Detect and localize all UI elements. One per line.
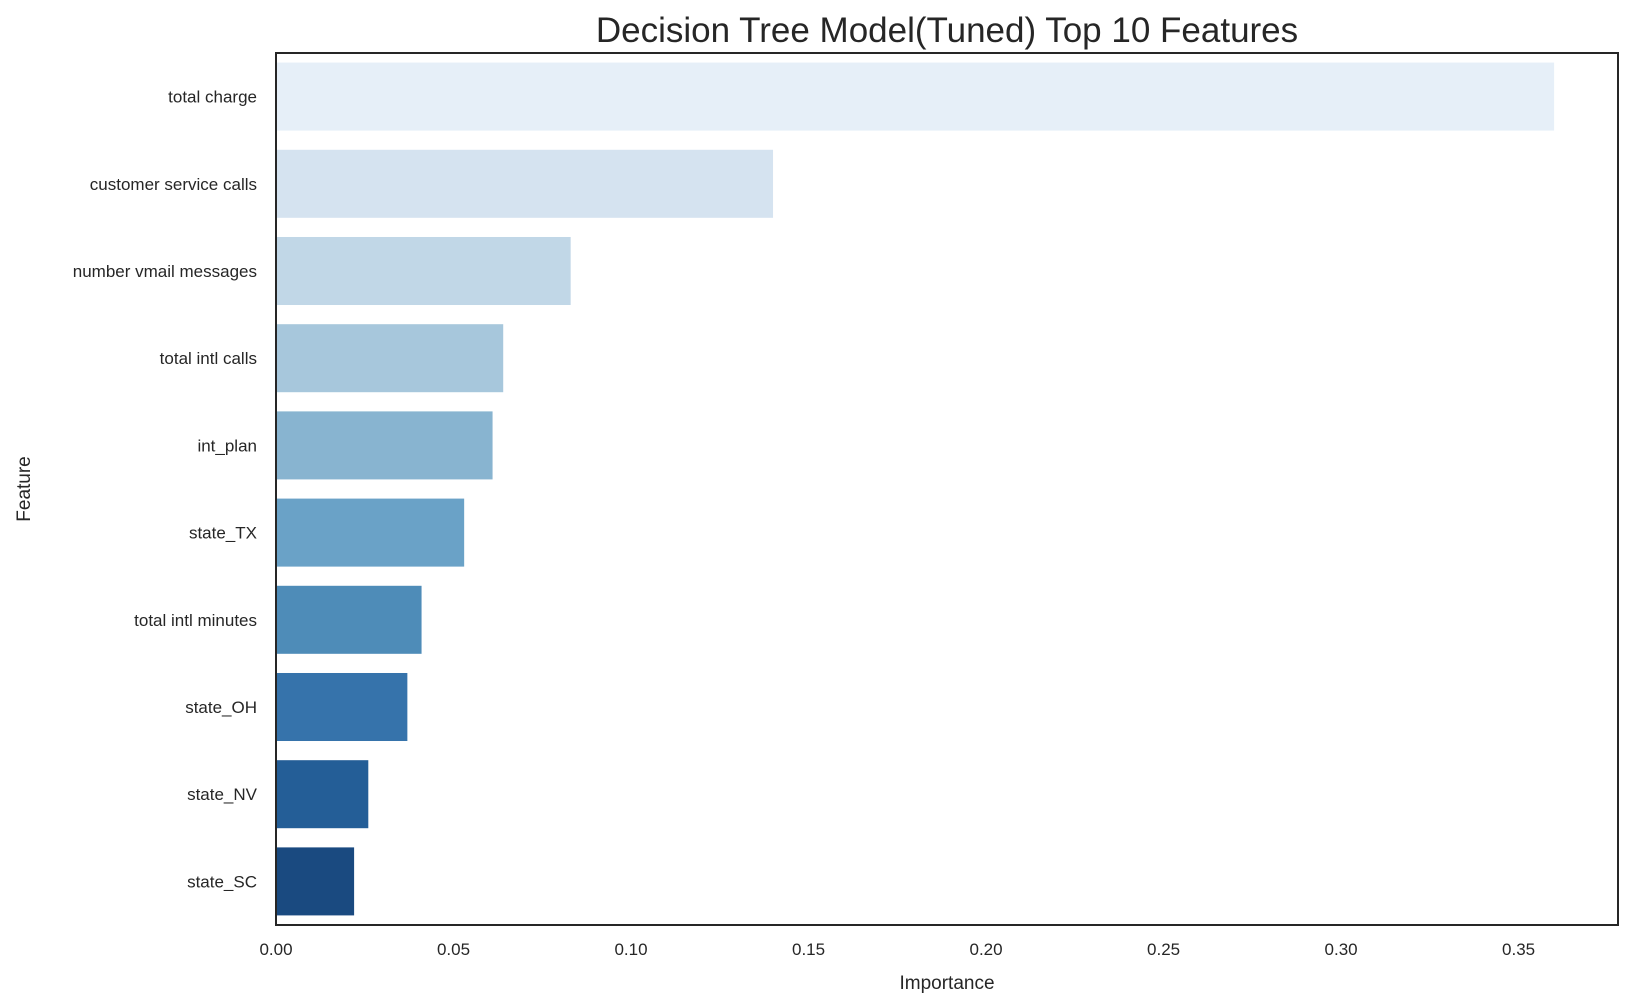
x-tick-label: 0.15 [792, 940, 825, 959]
bar-state-sc [276, 847, 355, 916]
plot-frame [275, 52, 1619, 926]
x-tick-labels: 0.00 0.05 0.10 0.15 0.20 0.25 0.30 0.35 [259, 940, 1535, 959]
y-tick-label: state_NV [187, 785, 258, 804]
bar-customer-service-calls [276, 149, 774, 218]
bar-state-nv [276, 760, 369, 829]
y-tick-label: state_OH [185, 698, 257, 717]
y-tick-labels: total charge customer service calls number… [73, 88, 258, 892]
bar-number-vmail-messages [276, 236, 571, 306]
y-tick-label: total charge [168, 88, 257, 107]
x-tick-label: 0.25 [1147, 940, 1180, 959]
x-axis-label: Importance [899, 973, 994, 994]
y-tick-label: number vmail messages [73, 262, 257, 281]
x-tick-label: 0.35 [1502, 940, 1535, 959]
bar-total-charge [276, 62, 1555, 131]
y-axis-label: Feature [14, 456, 35, 521]
y-tick-label: state_TX [189, 524, 257, 543]
bar-int-plan [276, 411, 493, 480]
y-tick-label: customer service calls [90, 175, 257, 194]
y-tick-label: state_SC [187, 872, 257, 891]
y-tick-label: int_plan [197, 436, 257, 455]
bar-state-tx [276, 498, 465, 567]
x-tick-label: 0.10 [614, 940, 647, 959]
x-tick-label: 0.00 [259, 940, 292, 959]
x-tick-label: 0.20 [970, 940, 1003, 959]
y-tick-label: total intl minutes [134, 611, 257, 630]
chart-title: Decision Tree Model(Tuned) Top 10 Featur… [596, 11, 1298, 50]
x-tick-label: 0.30 [1325, 940, 1358, 959]
bar-total-intl-calls [276, 324, 504, 393]
bars-group [276, 62, 1555, 916]
y-tick-label: total intl calls [160, 349, 257, 368]
bar-total-intl-minutes [276, 585, 422, 654]
x-tick-label: 0.05 [437, 940, 470, 959]
bar-state-oh [276, 672, 408, 742]
